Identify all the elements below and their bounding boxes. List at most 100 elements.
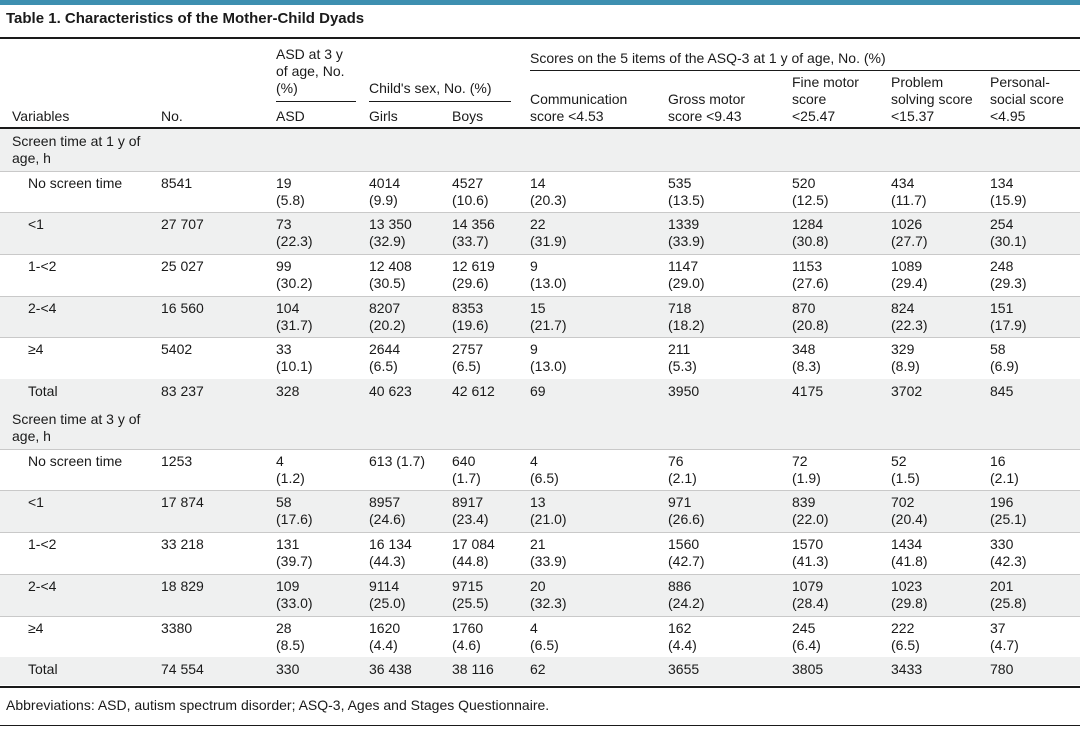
footnote: Abbreviations: ASD, autism spectrum diso… [6,697,550,713]
total-cell-boys: 38 116 [452,661,494,677]
cell-no: 16 560 [161,300,204,316]
row-label: 1-<2 [28,258,57,274]
cell-comm: 4 (6.5) [530,620,559,653]
cell-girls: 613 (1.7) [369,453,426,469]
total-row: Total 74 554 330 36 438 38 116 62 3655 3805 3433… [0,657,1080,685]
row-separator [0,337,1080,338]
row-band [0,490,1080,532]
asq-group-rule [530,70,1080,71]
cell-asd: 109 (33.0) [276,578,313,611]
cell-pers: 151 (17.9) [990,300,1027,333]
cell-fine: 1079 (28.4) [792,578,829,611]
section-label: Screen time at 3 y of age, h [12,411,141,444]
row-separator [0,532,1080,533]
bottom-rule [0,686,1080,688]
total-cell-asd: 330 [276,661,300,677]
cell-girls: 9114 (25.0) [369,578,406,611]
table-row: <1 27 707 73 (22.3) 13 350 (32.9) 14 356 (33.7)… [0,212,1080,254]
cell-pers: 16 (2.1) [990,453,1019,486]
cell-gross: 211 (5.3) [668,341,697,374]
top-accent-bar [0,0,1080,5]
row-separator [0,212,1080,213]
cell-prob: 329 (8.9) [891,341,920,374]
cell-no: 27 707 [161,216,204,232]
end-rule [0,725,1080,726]
cell-comm: 15 (21.7) [530,300,567,333]
total-cell-fine: 3805 [792,661,824,677]
cell-asd: 58 (17.6) [276,494,313,527]
cell-fine: 1153 (27.6) [792,258,829,291]
cell-fine: 245 (6.4) [792,620,821,653]
cell-prob: 702 (20.4) [891,494,928,527]
cell-comm: 9 (13.0) [530,258,567,291]
cell-asd: 28 (8.5) [276,620,305,653]
row-label: <1 [28,494,44,510]
cell-pers: 201 (25.8) [990,578,1027,611]
cell-pers: 254 (30.1) [990,216,1027,249]
row-separator [0,574,1080,575]
header-variables: Variables [12,108,70,124]
table-row: No screen time 8541 19 (5.8) 4014 (9.9) 4527 (1… [0,171,1080,213]
total-cell-fine: 4175 [792,383,824,399]
cell-pers: 196 (25.1) [990,494,1027,527]
cell-girls: 4014 (9.9) [369,175,401,208]
cell-prob: 1026 (27.7) [891,216,928,249]
total-cell-pers: 845 [990,383,1014,399]
cell-no: 1253 [161,453,193,469]
total-band [0,657,1080,685]
total-cell-asd: 328 [276,383,300,399]
cell-no: 33 218 [161,536,204,552]
cell-prob: 1089 (29.4) [891,258,928,291]
section-band [0,407,1080,449]
cell-girls: 8957 (24.6) [369,494,406,527]
cell-no: 17 874 [161,494,204,510]
row-band [0,574,1080,616]
cell-no: 25 027 [161,258,204,274]
cell-asd: 19 (5.8) [276,175,305,208]
header-asd: ASD [276,108,305,124]
table-row: 2-<4 16 560 104 (31.7) 8207 (20.2) 8353 (19.6) 1… [0,296,1080,338]
cell-prob: 52 (1.5) [891,453,920,486]
cell-asd: 33 (10.1) [276,341,313,374]
cell-asd: 4 (1.2) [276,453,305,486]
cell-boys: 8917 (23.4) [452,494,489,527]
total-cell-no: 74 554 [161,661,204,677]
cell-fine: 520 (12.5) [792,175,829,208]
header-no: No. [161,108,183,124]
cell-boys: 14 356 (33.7) [452,216,495,249]
cell-pers: 134 (15.9) [990,175,1027,208]
row-separator [0,616,1080,617]
cell-comm: 13 (21.0) [530,494,567,527]
cell-gross: 535 (13.5) [668,175,705,208]
table-row: No screen time 1253 4 (1.2) 613 (1.7) 640 (1.7… [0,449,1080,491]
total-cell-girls: 36 438 [369,661,412,677]
row-band [0,212,1080,254]
header-asq-group: Scores on the 5 items of the ASQ-3 at 1 … [530,50,886,66]
row-separator [0,449,1080,450]
cell-prob: 434 (11.7) [891,175,927,208]
table-row: <1 17 874 58 (17.6) 8957 (24.6) 8917 (23.4) 13 (2… [0,490,1080,532]
table-row: ≥4 5402 33 (10.1) 2644 (6.5) 2757 (6.5) 9 (13.0) 2… [0,337,1080,379]
header-sex-group: Child's sex, No. (%) [369,80,492,96]
cell-asd: 131 (39.7) [276,536,313,569]
cell-boys: 4527 (10.6) [452,175,489,208]
cell-asd: 99 (30.2) [276,258,313,291]
cell-boys: 2757 (6.5) [452,341,484,374]
section-label: Screen time at 1 y of age, h [12,133,141,166]
cell-fine: 348 (8.3) [792,341,821,374]
cell-girls: 8207 (20.2) [369,300,406,333]
cell-pers: 37 (4.7) [990,620,1019,653]
cell-boys: 640 (1.7) [452,453,481,486]
total-cell-gross: 3950 [668,383,700,399]
header-asd-group: ASD at 3 y of age, No. (%) [276,46,345,96]
total-label: Total [28,661,58,677]
row-label: <1 [28,216,44,232]
total-cell-boys: 42 612 [452,383,495,399]
cell-boys: 9715 (25.5) [452,578,489,611]
cell-fine: 839 (22.0) [792,494,829,527]
cell-fine: 1570 (41.3) [792,536,829,569]
row-label: 2-<4 [28,300,57,316]
cell-prob: 1023 (29.8) [891,578,928,611]
cell-no: 5402 [161,341,193,357]
row-label: ≥4 [28,620,44,636]
